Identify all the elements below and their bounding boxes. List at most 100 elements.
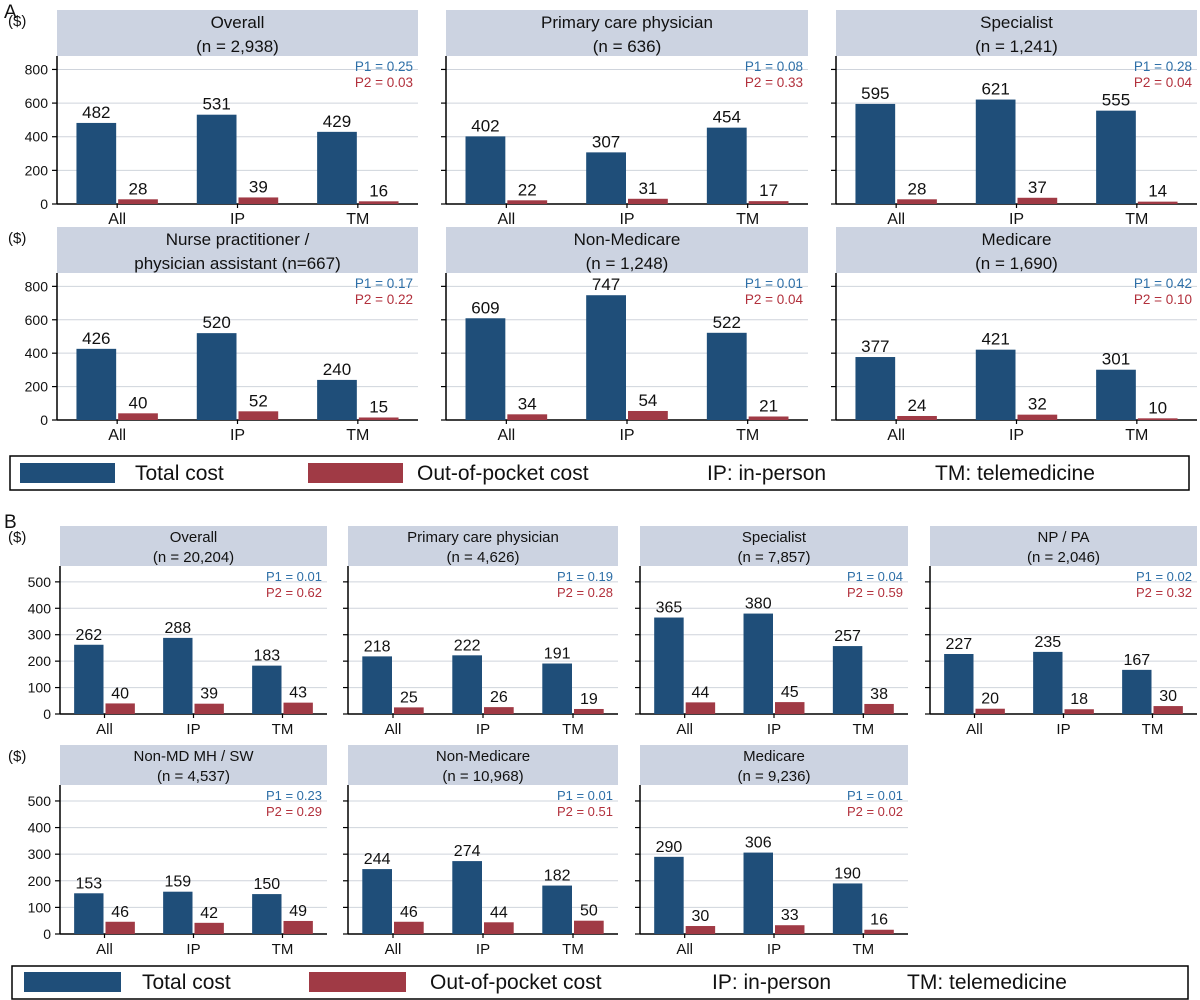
chart-3-x-label-all: All [887,211,905,228]
chart-6-title-line-1: Medicare [982,230,1052,249]
chart-6-bar-total-tm [1096,369,1136,420]
chart-8-label-oop-ip: 26 [490,689,508,706]
chart-5-bar-oop-all [507,414,548,420]
chart-4-x-label-ip: IP [230,427,245,444]
chart-5-label-oop-all: 34 [518,394,537,413]
chart-7-title-line-2: (n = 20,204) [153,549,234,566]
chart-11-bar-total-ip [163,891,193,934]
chart-4-p1: P1 = 0.17 [355,276,413,291]
chart-4-label-total-tm: 240 [323,360,351,379]
chart-1-bar-oop-all [118,199,158,204]
chart-7-bar-total-tm [252,665,282,714]
chart-2-bar-oop-ip [628,198,668,204]
chart-11-label-oop-all: 46 [111,904,129,921]
chart-7-label-oop-all: 40 [111,685,129,702]
chart-12: Non-Medicare (n = 10,968) 244 46 All 274 44 IP 1… [343,745,618,958]
legend-a-oop-label: Out-of-pocket cost [417,462,589,485]
chart-4-y-tick-label: 800 [25,278,49,294]
chart-3-x-label-ip: IP [1009,211,1024,228]
chart-13-bar-oop-tm [864,929,894,934]
chart-7-p1: P1 = 0.01 [266,569,322,584]
chart-11-title-line-1: Non-MD MH / SW [134,748,255,765]
chart-1-y-unit: ($) [8,13,26,30]
chart-10-label-oop-all: 20 [981,691,999,708]
chart-4-bar-total-all [76,348,117,420]
chart-4-x-label-all: All [108,427,126,444]
chart-10-title-bg [930,526,1197,566]
chart-9-title-bg [640,526,908,566]
chart-2-bar-oop-all [507,200,548,204]
chart-6-p2: P2 = 0.10 [1134,292,1192,307]
chart-7-bar-oop-all [105,703,135,714]
chart-13-label-total-tm: 190 [834,865,861,882]
chart-5-bar-total-ip [586,295,626,420]
chart-2-title-line-2: (n = 636) [593,37,662,56]
chart-5-x-label-tm: TM [736,427,759,444]
chart-11-label-oop-tm: 49 [289,903,307,920]
chart-6-bar-oop-all [897,415,937,420]
chart-8-bar-total-ip [452,655,482,714]
chart-8-label-total-all: 218 [364,638,391,655]
chart-1: Overall (n = 2,938) ($) 0 200 400 600 800 482 28A… [8,10,418,228]
chart-5-label-oop-tm: 21 [759,396,778,415]
chart-7-y-tick-label: 300 [28,627,52,643]
chart-1-label-total-ip: 531 [202,95,230,114]
legend-b-total-label: Total cost [142,971,231,994]
chart-1-y-tick-label: 200 [25,162,49,178]
chart-13-bar-oop-all [685,926,716,934]
chart-1-bar-total-ip [196,114,237,204]
chart-4-y-unit: ($) [8,230,26,247]
chart-3-bar-oop-tm [1137,201,1178,204]
chart-3-p2: P2 = 0.04 [1134,75,1193,90]
legend-b-oop-swatch [309,972,406,992]
chart-6-x-label-ip: IP [1009,427,1024,444]
chart-11-y-tick-label: 0 [43,926,51,942]
chart-13-p1: P1 = 0.01 [847,788,903,803]
chart-1-title-line-2: (n = 2,938) [196,37,279,56]
chart-4-label-oop-ip: 52 [249,391,268,410]
chart-13-x-label-all: All [676,941,693,958]
chart-12-title-bg [348,745,618,785]
chart-9-bar-oop-ip [775,702,805,714]
chart-2-bar-total-tm [706,127,747,204]
chart-2-label-oop-all: 22 [518,180,537,199]
chart-13-title-line-2: (n = 9,236) [738,768,811,785]
chart-6-x-label-tm: TM [1125,427,1148,444]
chart-12-bar-total-all [362,869,392,934]
chart-10-x-label-all: All [966,721,983,738]
chart-10-label-total-tm: 167 [1123,652,1150,669]
chart-10-bar-total-ip [1033,651,1063,714]
chart-4-p2: P2 = 0.22 [355,292,413,307]
chart-7-y-tick-label: 500 [28,574,52,590]
chart-13-label-oop-tm: 16 [870,912,888,929]
chart-5-x-label-all: All [497,427,515,444]
chart-1-label-total-all: 482 [82,103,110,122]
chart-6-label-total-tm: 301 [1102,350,1130,369]
chart-11-x-label-ip: IP [186,941,200,958]
chart-2-title-line-1: Primary care physician [541,13,713,32]
chart-2-x-label-ip: IP [619,211,634,228]
chart-4-y-tick-label: 600 [25,312,49,328]
chart-5-x-label-ip: IP [619,427,634,444]
chart-2-bar-oop-tm [748,201,789,204]
chart-5-label-total-tm: 522 [713,313,741,332]
legend-b-ip-label: IP: in-person [712,971,831,994]
chart-12-label-total-tm: 182 [544,868,571,885]
chart-6-label-oop-all: 24 [908,396,927,415]
chart-11-label-total-ip: 159 [164,874,191,891]
chart-11-p1: P1 = 0.23 [266,788,322,803]
chart-8-label-oop-all: 25 [400,689,418,706]
chart-13-bar-total-tm [832,883,863,934]
chart-2-title-bg [446,10,808,56]
chart-10-x-label-ip: IP [1056,721,1070,738]
chart-10-bar-oop-ip [1064,709,1094,714]
chart-4-x-label-tm: TM [346,427,369,444]
chart-1-label-total-tm: 429 [323,112,351,131]
chart-11-bar-oop-ip [194,922,224,934]
chart-8-bar-oop-ip [484,707,514,714]
chart-5-bar-oop-ip [628,410,668,420]
chart-3-title-bg [836,10,1197,56]
chart-6-p1: P1 = 0.42 [1134,276,1192,291]
